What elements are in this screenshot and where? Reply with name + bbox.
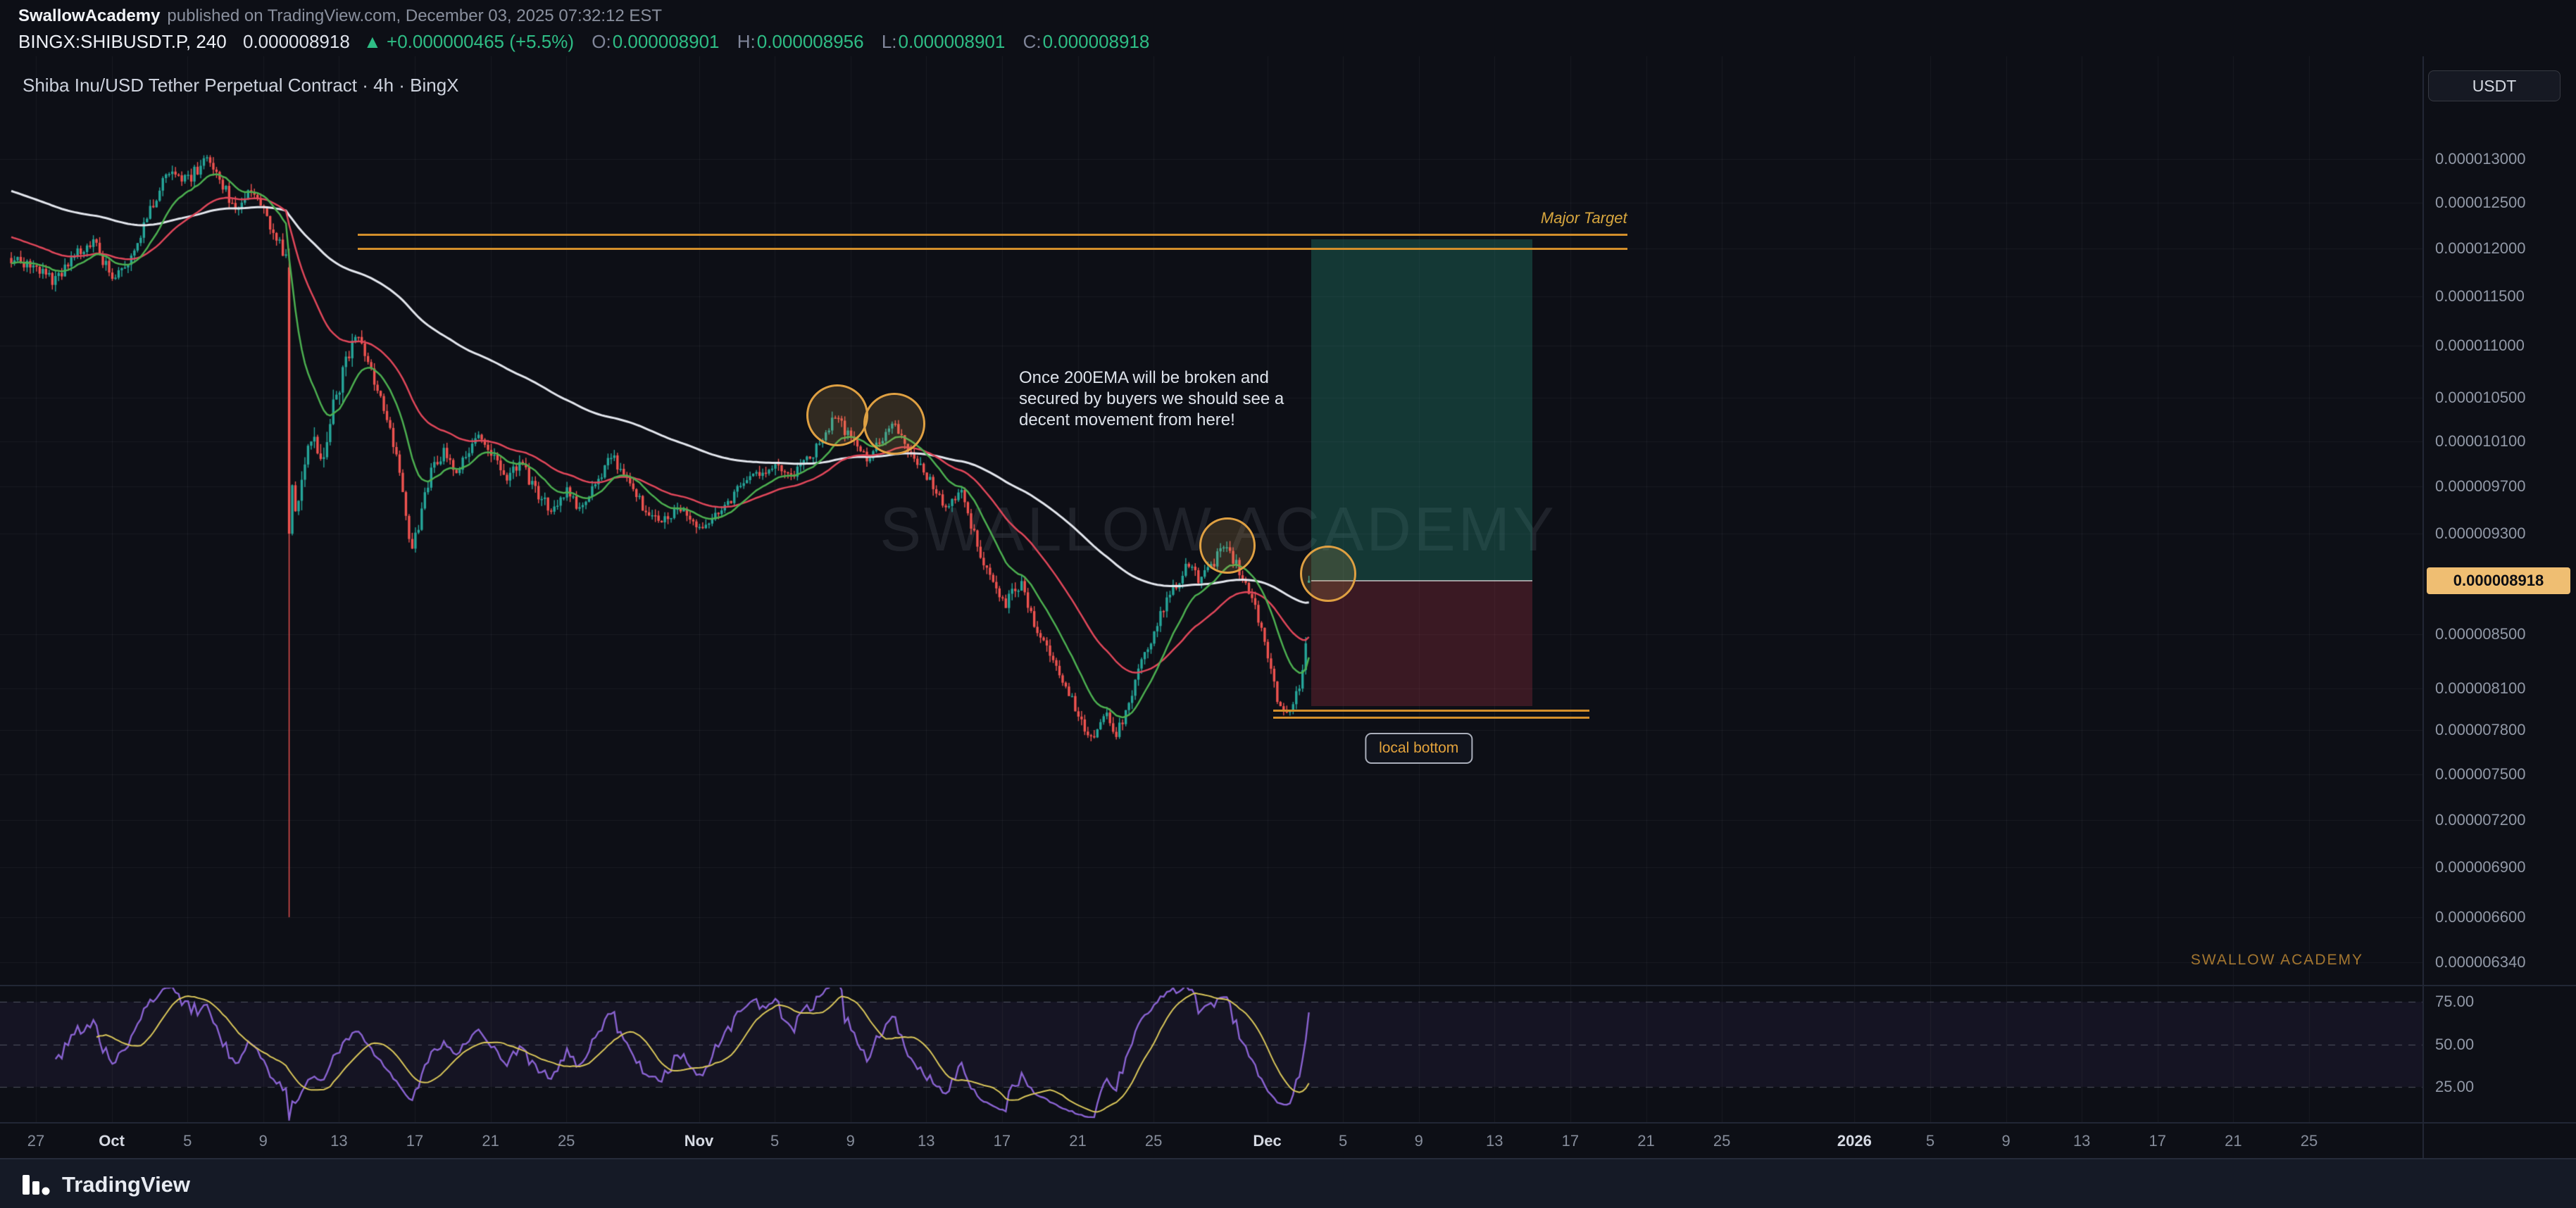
long-position-entry-line [1311, 579, 1533, 581]
academy-tag: SWALLOW ACADEMY [2190, 952, 2363, 968]
time-axis-label: 9 [258, 1132, 268, 1150]
price-axis[interactable]: 0.000008918 0.000013000 0.000012500 0.0000… [2423, 56, 2576, 1158]
publish-header: SwallowAcademy published on TradingView.c… [0, 0, 2576, 56]
price-axis-label: 0.000010100 [2435, 432, 2526, 450]
pane-separator [0, 1122, 2576, 1124]
major-target-line-lower [358, 247, 1627, 250]
last-price-badge: 0.000008918 [2427, 567, 2570, 594]
price-axis-label: 0.000007500 [2435, 765, 2526, 783]
time-axis-label: 17 [993, 1132, 1011, 1150]
long-position-stop-zone [1311, 580, 1533, 707]
open-label: O: [592, 31, 611, 52]
ema-touch-circle [1299, 546, 1356, 603]
time-axis-label: 9 [846, 1132, 855, 1150]
ema-touch-circle [1199, 517, 1256, 574]
low-value: 0.000008901 [898, 31, 1006, 52]
high-value: 0.000008956 [756, 31, 864, 52]
time-axis-label: 13 [2072, 1132, 2091, 1150]
price-axis-label: 0.000012000 [2435, 239, 2526, 258]
pane-separator [0, 985, 2576, 986]
tradingview-wordmark[interactable]: TradingView [62, 1171, 191, 1197]
time-axis-label: 5 [1338, 1132, 1348, 1150]
currency-button[interactable]: USDT [2428, 70, 2561, 101]
close-value: 0.000008918 [1042, 31, 1150, 52]
price-axis-label: 0.000013000 [2435, 150, 2526, 168]
price-axis-label: 0.000008100 [2435, 679, 2526, 697]
time-axis[interactable]: 27 Oct 5 9 13 17 21 25 Nov 5 9 13 17 21 25 Dec 5 9 13 17 21 2… [0, 1124, 2422, 1157]
price-chart-canvas[interactable] [0, 56, 2422, 986]
time-axis-label: Oct [99, 1132, 125, 1150]
symbol-line: BINGX:SHIBUSDT.P, 240 0.000008918 ▲ +0.0… [18, 31, 1149, 53]
price-axis-label: 0.000006340 [2435, 952, 2526, 971]
symbol-interval: BINGX:SHIBUSDT.P, 240 [18, 31, 227, 52]
local-bottom-line-lower [1273, 716, 1589, 719]
ema-touch-circle [863, 393, 925, 455]
price-axis-label: 0.000008500 [2435, 624, 2526, 643]
time-axis-label: 17 [2149, 1132, 2167, 1150]
header-last-price: 0.000008918 [242, 31, 350, 52]
time-axis-label: 13 [1486, 1132, 1503, 1150]
time-axis-label: 21 [1637, 1132, 1655, 1150]
price-axis-label: 0.000011500 [2435, 287, 2525, 305]
price-axis-label: 0.000006600 [2435, 907, 2526, 926]
price-axis-label: 0.000010500 [2435, 389, 2526, 407]
rsi-axis-label: 50.00 [2435, 1035, 2475, 1053]
time-axis-label: 17 [406, 1132, 424, 1150]
trade-idea-annotation: Once 200EMA will be broken and secured b… [1019, 367, 1284, 431]
chart-legend: Shiba Inu/USD Tether Perpetual Contract … [23, 75, 459, 96]
time-axis-label: 25 [1713, 1132, 1731, 1150]
price-axis-label: 0.000007800 [2435, 721, 2526, 739]
high-label: H: [737, 31, 756, 52]
time-axis-label: 13 [330, 1132, 348, 1150]
long-position-profit-zone [1311, 239, 1533, 581]
ema-touch-circle [806, 384, 868, 446]
annotation-line: Once 200EMA will be broken and [1019, 368, 1269, 387]
rsi-axis-label: 25.00 [2435, 1078, 2475, 1095]
time-axis-label: 9 [1414, 1132, 1423, 1150]
time-axis-label: Nov [684, 1132, 714, 1150]
publish-info: published on TradingView.com, December 0… [167, 6, 663, 25]
time-axis-label: 2026 [1837, 1132, 1872, 1150]
time-axis-label: Dec [1253, 1132, 1282, 1150]
rsi-indicator-canvas[interactable] [0, 986, 2422, 1123]
time-axis-label: 5 [1925, 1132, 1935, 1150]
time-axis-label: 17 [1561, 1132, 1580, 1150]
price-change: ▲ +0.000000465 (+5.5%) [363, 31, 574, 52]
time-axis-label: 21 [482, 1132, 499, 1150]
price-axis-label: 0.000006900 [2435, 858, 2526, 876]
price-axis-label: 0.000009700 [2435, 477, 2526, 496]
time-axis-label: 5 [770, 1132, 780, 1150]
axis-separator [2422, 56, 2424, 1158]
open-value: 0.000008901 [612, 31, 720, 52]
annotation-line: secured by buyers we should see a [1019, 389, 1284, 408]
time-axis-label: 25 [557, 1132, 575, 1150]
rsi-axis-label: 75.00 [2435, 993, 2475, 1010]
time-axis-label: 27 [27, 1132, 45, 1150]
time-axis-label: 9 [2001, 1132, 2011, 1150]
time-axis-label: 21 [1069, 1132, 1087, 1150]
local-bottom-label: local bottom [1365, 733, 1473, 765]
close-label: C: [1023, 31, 1042, 52]
price-axis-label: 0.000011000 [2435, 336, 2525, 355]
publisher-name: SwallowAcademy [18, 6, 161, 25]
price-axis-label: 0.000012500 [2435, 194, 2526, 212]
time-axis-label: 5 [183, 1132, 192, 1150]
price-axis-label: 0.000007200 [2435, 810, 2526, 829]
annotation-line: decent movement from here! [1019, 410, 1235, 429]
footer-bar: TradingView [0, 1158, 2576, 1208]
major-target-label: Major Target [1540, 209, 1627, 227]
time-axis-label: 25 [1144, 1132, 1163, 1150]
time-axis-label: 25 [2300, 1132, 2318, 1150]
local-bottom-line-upper [1273, 709, 1589, 712]
low-label: L: [881, 31, 897, 52]
tradingview-logo-icon[interactable] [21, 1173, 52, 1197]
publish-line: SwallowAcademy published on TradingView.c… [18, 6, 662, 26]
time-axis-label: 13 [918, 1132, 935, 1150]
major-target-line-upper [358, 233, 1627, 236]
price-axis-label: 0.000009300 [2435, 524, 2526, 543]
time-axis-label: 21 [2225, 1132, 2242, 1150]
